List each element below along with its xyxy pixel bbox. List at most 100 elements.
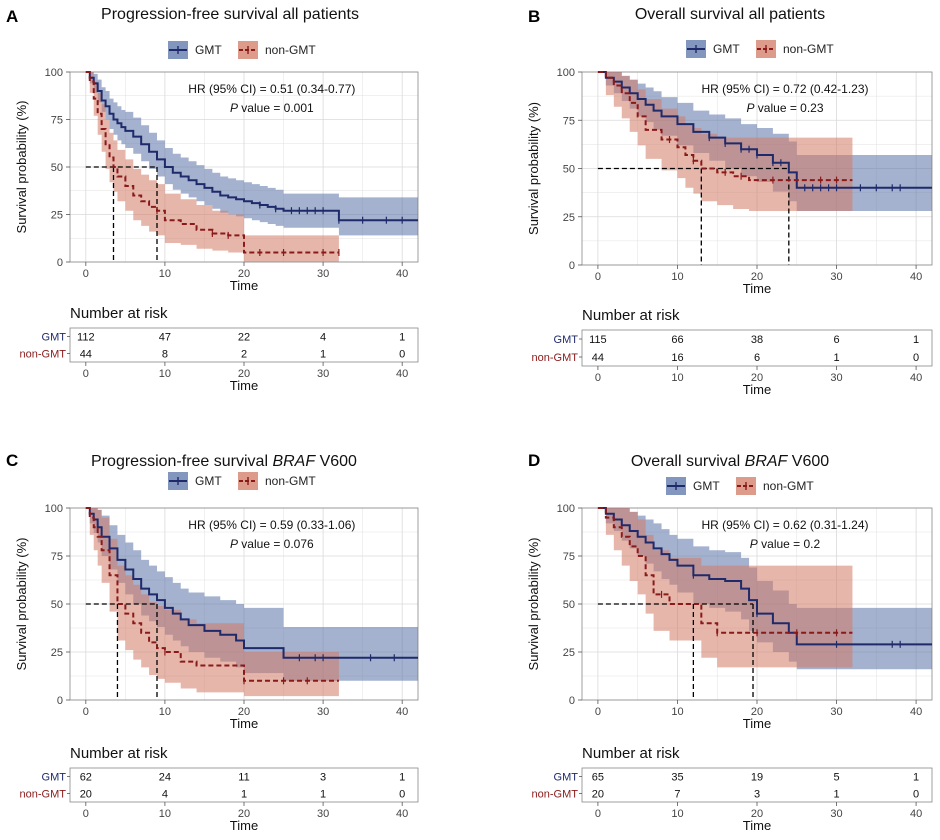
x-axis-title: Time bbox=[743, 281, 771, 296]
risk-count: 66 bbox=[671, 334, 683, 346]
y-tick-label: 0 bbox=[569, 260, 575, 272]
y-tick-label: 0 bbox=[569, 695, 575, 707]
legend: GMT non-GMT bbox=[686, 40, 834, 58]
x-tick-label: 0 bbox=[83, 268, 89, 280]
y-axis-title: Survival probability (%) bbox=[14, 101, 29, 234]
p-value-annotation: P value = 0.076 bbox=[230, 537, 314, 551]
p-value-text: value = 0.2 bbox=[758, 537, 821, 551]
risk-x-tick-label: 0 bbox=[83, 368, 89, 380]
legend: GMT non-GMT bbox=[168, 41, 316, 59]
p-value-annotation: P value = 0.2 bbox=[750, 537, 821, 551]
risk-x-tick-label: 30 bbox=[317, 368, 329, 380]
risk-count: 47 bbox=[159, 332, 171, 344]
p-value-symbol: P bbox=[750, 537, 758, 551]
p-value-text: value = 0.23 bbox=[754, 101, 823, 115]
risk-x-tick-label: 20 bbox=[751, 372, 763, 384]
risk-count: 11 bbox=[238, 772, 249, 784]
p-value-symbol: P bbox=[230, 101, 238, 115]
p-value-text: value = 0.076 bbox=[238, 537, 314, 551]
risk-count: 35 bbox=[671, 772, 683, 784]
risk-count: 20 bbox=[592, 789, 604, 801]
panel-title-gene: BRAF bbox=[272, 453, 316, 470]
risk-x-tick-label: 20 bbox=[751, 808, 763, 820]
y-tick-label: 25 bbox=[563, 647, 575, 659]
km-curve-non-gmt bbox=[597, 507, 853, 634]
panel-title-suffix: V600 bbox=[787, 453, 829, 470]
x-tick-label: 30 bbox=[317, 706, 329, 718]
y-tick-label: 75 bbox=[51, 115, 63, 127]
y-tick-label: 25 bbox=[51, 210, 63, 222]
km-panel-b: B Overall survival all patients GMT non-GMT… bbox=[526, 6, 933, 397]
risk-table-title: Number at risk bbox=[70, 745, 168, 762]
risk-x-tick-label: 40 bbox=[396, 808, 408, 820]
y-tick-label: 50 bbox=[563, 599, 575, 611]
x-tick-label: 0 bbox=[83, 706, 89, 718]
risk-count: 19 bbox=[751, 772, 763, 784]
risk-count: 1 bbox=[833, 352, 839, 364]
x-tick-label: 0 bbox=[595, 706, 601, 718]
y-tick-label: 75 bbox=[563, 115, 575, 127]
risk-count: 1 bbox=[913, 334, 919, 346]
legend-label-non-gmt: non-GMT bbox=[783, 42, 834, 56]
y-tick-label: 75 bbox=[563, 551, 575, 563]
hr-annotation: HR (95% CI) = 0.59 (0.33-1.06) bbox=[188, 518, 355, 532]
legend-label-non-gmt: non-GMT bbox=[265, 43, 316, 57]
y-tick-label: 100 bbox=[45, 503, 63, 515]
legend-label-non-gmt: non-GMT bbox=[265, 474, 316, 488]
panel-title: Progression-free survival all patients bbox=[101, 6, 359, 23]
risk-x-tick-label: 0 bbox=[595, 372, 601, 384]
x-tick-label: 10 bbox=[159, 268, 171, 280]
x-axis-title: Time bbox=[230, 278, 258, 293]
legend: GMT non-GMT bbox=[666, 477, 814, 495]
panel-title-main: Overall survival all patients bbox=[635, 6, 825, 23]
x-tick-label: 40 bbox=[396, 706, 408, 718]
y-tick-label: 100 bbox=[557, 67, 575, 79]
hr-annotation: HR (95% CI) = 0.51 (0.34-0.77) bbox=[188, 82, 355, 96]
risk-count: 16 bbox=[671, 352, 683, 364]
panel-title-main: Progression-free survival all patients bbox=[101, 6, 359, 23]
legend-label-gmt: GMT bbox=[195, 474, 222, 488]
panel-title-main: Progression-free survival bbox=[91, 453, 272, 470]
risk-row-label: GMT bbox=[42, 772, 67, 784]
risk-x-axis-title: Time bbox=[230, 818, 258, 833]
x-tick-label: 10 bbox=[671, 271, 683, 283]
p-value-text: value = 0.001 bbox=[238, 101, 314, 115]
p-value-annotation: P value = 0.23 bbox=[746, 101, 823, 115]
p-value-symbol: P bbox=[746, 101, 754, 115]
risk-x-tick-label: 30 bbox=[830, 372, 842, 384]
panel-title-gene: BRAF bbox=[745, 453, 789, 470]
legend-label-gmt: GMT bbox=[713, 42, 740, 56]
risk-count: 4 bbox=[320, 332, 326, 344]
ci-band-non-gmt bbox=[85, 508, 339, 697]
risk-count: 1 bbox=[320, 349, 326, 361]
risk-count: 6 bbox=[833, 334, 839, 346]
risk-x-tick-label: 30 bbox=[317, 808, 329, 820]
legend-label-non-gmt: non-GMT bbox=[763, 479, 814, 493]
hr-annotation: HR (95% CI) = 0.62 (0.31-1.24) bbox=[701, 518, 868, 532]
risk-row-label: GMT bbox=[554, 772, 579, 784]
risk-x-tick-label: 10 bbox=[159, 808, 171, 820]
y-axis-title: Survival probability (%) bbox=[14, 538, 29, 671]
risk-x-tick-label: 40 bbox=[910, 372, 922, 384]
risk-x-axis-title: Time bbox=[230, 378, 258, 393]
risk-count: 65 bbox=[592, 772, 604, 784]
risk-count: 0 bbox=[913, 789, 919, 801]
km-panel-a: A Progression-free survival all patients G… bbox=[6, 6, 419, 393]
x-axis-title: Time bbox=[743, 716, 771, 731]
panel-letter: D bbox=[528, 451, 540, 470]
risk-x-tick-label: 40 bbox=[910, 808, 922, 820]
risk-count: 5 bbox=[833, 772, 839, 784]
risk-row-label: non-GMT bbox=[20, 789, 67, 801]
risk-count: 22 bbox=[238, 332, 250, 344]
ci-band-gmt bbox=[85, 72, 419, 236]
km-panel-c: C Progression-free survival BRAF V600 GMT n… bbox=[6, 451, 419, 833]
x-tick-label: 10 bbox=[159, 706, 171, 718]
risk-count: 44 bbox=[80, 349, 92, 361]
x-tick-label: 20 bbox=[751, 706, 763, 718]
risk-count: 4 bbox=[162, 789, 168, 801]
y-axis-title: Survival probability (%) bbox=[526, 538, 541, 671]
risk-count: 62 bbox=[80, 772, 92, 784]
km-curve-gmt bbox=[85, 71, 418, 222]
risk-count: 1 bbox=[399, 772, 405, 784]
risk-row-label: GMT bbox=[554, 334, 579, 346]
